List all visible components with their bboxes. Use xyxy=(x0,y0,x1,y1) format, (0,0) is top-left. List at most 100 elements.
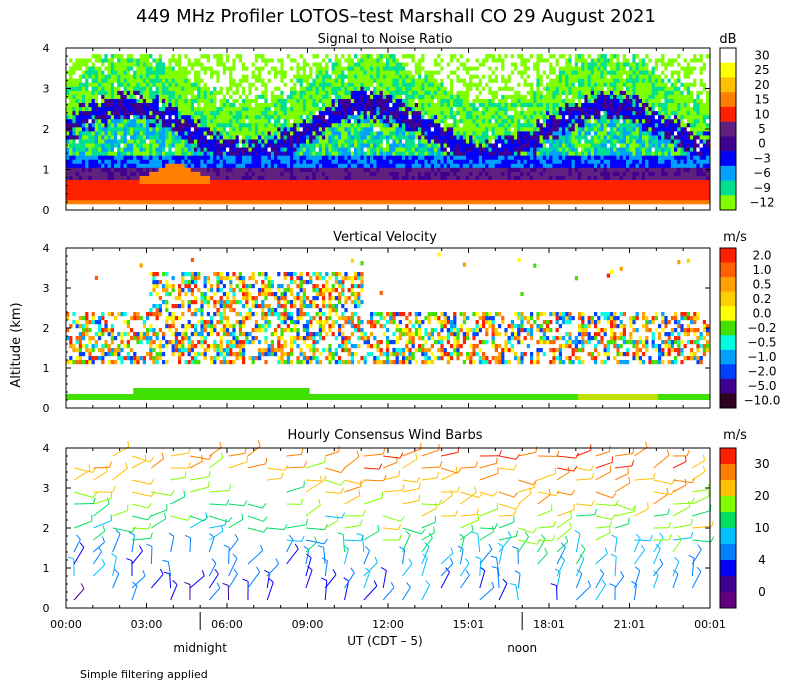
snr-cell xyxy=(283,179,288,185)
snr-cell xyxy=(254,159,259,164)
snr-cell xyxy=(232,131,236,136)
snr-cell xyxy=(184,54,188,59)
snr-cell xyxy=(395,90,400,95)
snr-cell xyxy=(360,106,364,112)
snr-cell xyxy=(187,90,192,95)
snr-cell xyxy=(386,195,390,201)
snr-cell xyxy=(325,135,329,140)
snr-cell xyxy=(434,187,438,193)
snr-cell xyxy=(139,66,144,71)
snr-cell xyxy=(382,171,387,176)
snr-cell xyxy=(133,179,137,185)
snr-cell xyxy=(146,122,150,128)
snr-cell xyxy=(462,86,467,91)
snr-cell xyxy=(139,126,144,132)
snr-cell xyxy=(91,66,96,71)
snr-cell xyxy=(402,143,406,148)
snr-cell xyxy=(437,179,441,185)
snr-cell xyxy=(149,159,153,164)
snr-cell xyxy=(123,151,128,156)
snr-cell xyxy=(341,126,345,132)
snr-cell xyxy=(488,90,492,95)
snr-cell xyxy=(488,78,492,83)
snr-cell xyxy=(309,94,313,99)
snr-cell xyxy=(261,179,265,185)
snr-cell xyxy=(197,195,201,201)
snr-cell xyxy=(200,135,204,140)
snr-cell xyxy=(456,118,460,124)
snr-cell xyxy=(386,90,390,95)
snr-cell xyxy=(261,70,265,75)
snr-cell xyxy=(440,155,444,160)
snr-cell xyxy=(155,114,160,120)
snr-cell xyxy=(222,102,227,108)
snr-cell xyxy=(395,82,400,87)
snr-cell xyxy=(258,98,262,104)
snr-cell xyxy=(197,82,201,87)
snr-cell xyxy=(174,171,179,176)
snr-cell xyxy=(181,82,185,87)
snr-cell xyxy=(85,187,89,193)
snr-cell xyxy=(354,106,358,112)
snr-cell xyxy=(421,135,425,140)
snr-cell xyxy=(254,131,259,136)
snr-cell xyxy=(152,139,156,144)
snr-cell xyxy=(450,110,454,116)
snr-cell xyxy=(382,62,387,67)
snr-cell xyxy=(184,86,188,91)
snr-cell xyxy=(395,187,400,193)
snr-cell xyxy=(232,86,236,91)
snr-cell xyxy=(350,139,355,144)
snr-cell xyxy=(478,82,483,87)
snr-cell xyxy=(434,126,438,132)
snr-cell xyxy=(200,151,204,156)
snr-cell xyxy=(386,102,390,108)
snr-cell xyxy=(190,159,195,164)
snr-cell xyxy=(235,54,240,59)
snr-cell xyxy=(357,122,361,128)
snr-cell xyxy=(181,151,185,156)
snr-cell xyxy=(485,191,489,197)
snr-cell xyxy=(331,122,336,128)
snr-cell xyxy=(130,199,134,205)
snr-cell xyxy=(232,143,236,148)
snr-cell xyxy=(251,82,256,87)
snr-cell xyxy=(114,110,118,116)
snr-cell xyxy=(350,143,355,148)
snr-cell xyxy=(334,139,339,144)
snr-cell xyxy=(264,187,268,193)
snr-cell xyxy=(334,66,339,71)
snr-cell xyxy=(107,151,112,156)
snr-cell xyxy=(78,179,83,185)
snr-cell xyxy=(270,62,275,67)
snr-cell xyxy=(437,131,441,136)
snr-cell xyxy=(453,106,457,112)
snr-cell xyxy=(210,199,214,205)
snr-cell xyxy=(178,74,182,79)
snr-cell xyxy=(200,179,204,185)
snr-cell xyxy=(222,195,227,201)
snr-cell xyxy=(466,70,470,75)
snr-cell xyxy=(322,139,326,144)
snr-cell xyxy=(123,118,128,124)
snr-cell xyxy=(347,195,352,201)
snr-cell xyxy=(418,82,422,87)
snr-cell xyxy=(421,175,425,180)
snr-cell xyxy=(395,199,400,205)
snr-cell xyxy=(318,155,323,160)
snr-cell xyxy=(258,167,262,172)
snr-cell xyxy=(146,106,150,112)
snr-cell xyxy=(370,147,374,152)
snr-cell xyxy=(187,139,192,144)
snr-cell xyxy=(357,114,361,120)
snr-cell xyxy=(130,155,134,160)
snr-cell xyxy=(443,106,448,112)
snr-cell xyxy=(402,175,406,180)
snr-cell xyxy=(478,54,483,59)
snr-cell xyxy=(290,86,294,91)
snr-cell xyxy=(434,114,438,120)
snr-cell xyxy=(88,175,92,180)
snr-cell xyxy=(299,86,304,91)
snr-cell xyxy=(347,118,352,124)
snr-cell xyxy=(197,183,201,189)
